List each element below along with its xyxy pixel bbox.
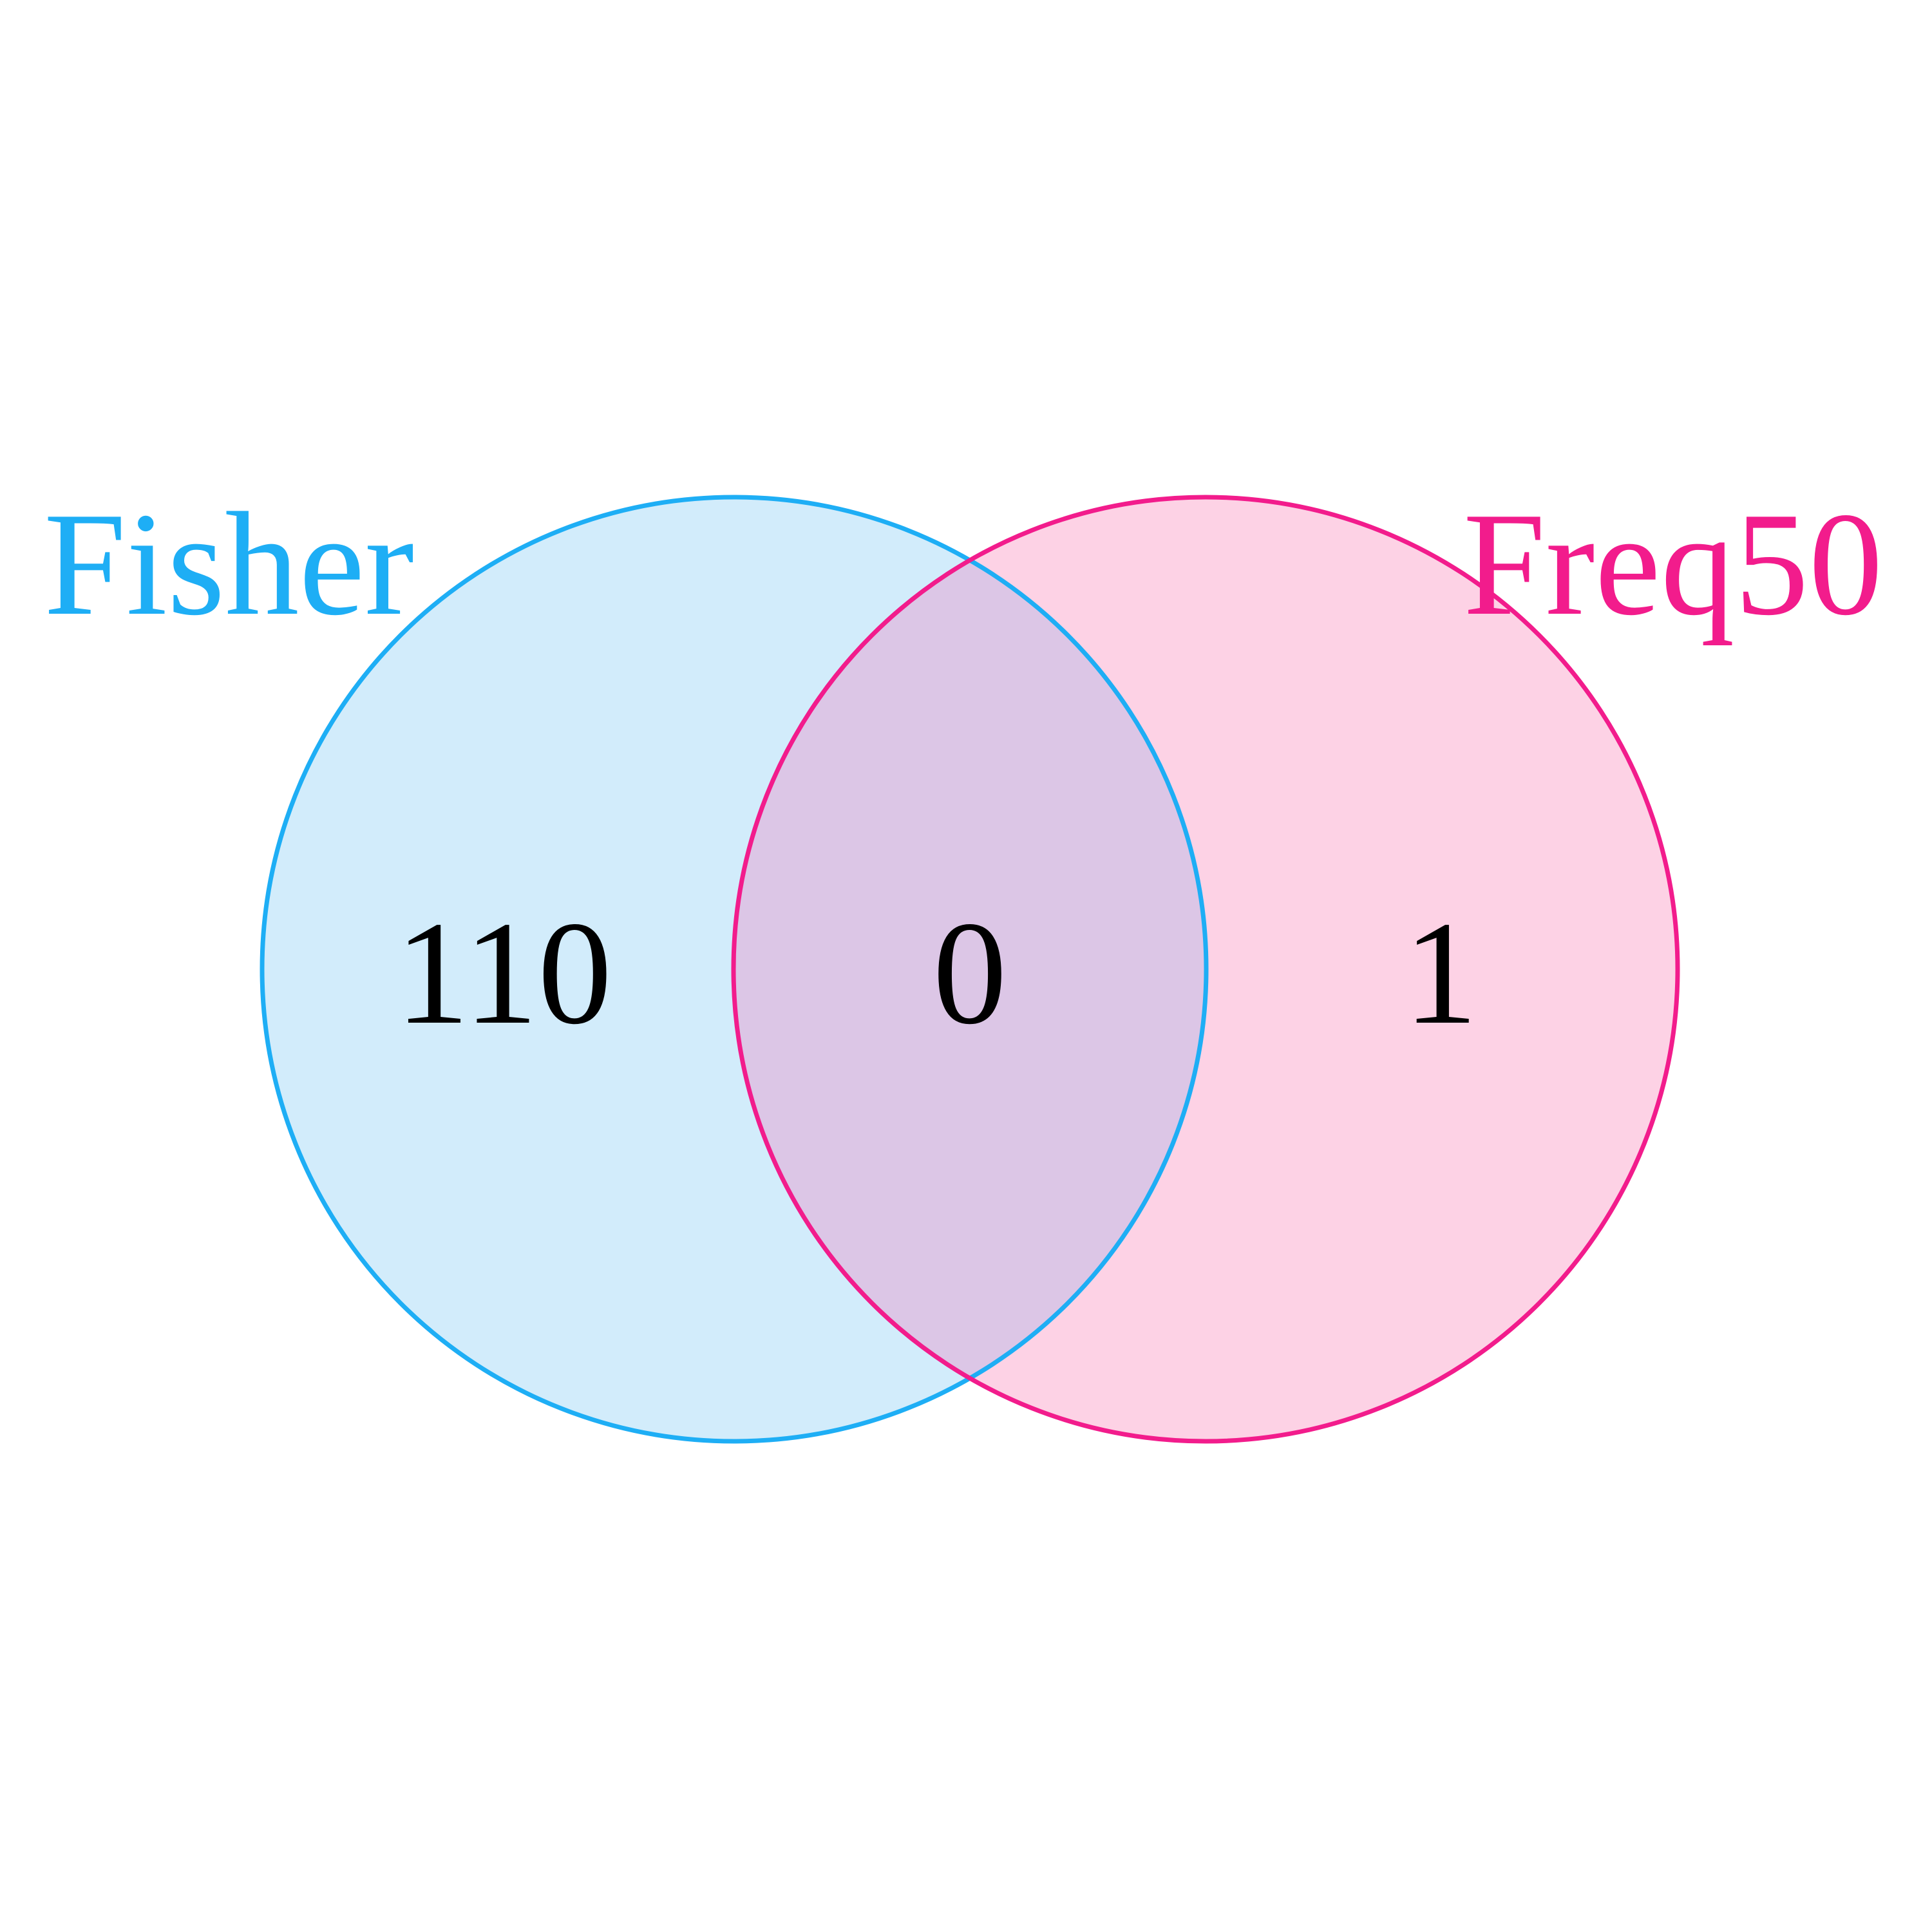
overlap-count: 0 — [933, 891, 1007, 1055]
freq50-set-label: Freq50 — [1463, 482, 1883, 646]
fisher-circle-outline — [260, 495, 1209, 1444]
fisher-only-count: 110 — [395, 891, 612, 1055]
freq50-circle-outline — [731, 495, 1680, 1444]
freq50-only-count: 1 — [1404, 891, 1478, 1055]
fisher-set-label: Fisher — [44, 482, 414, 646]
